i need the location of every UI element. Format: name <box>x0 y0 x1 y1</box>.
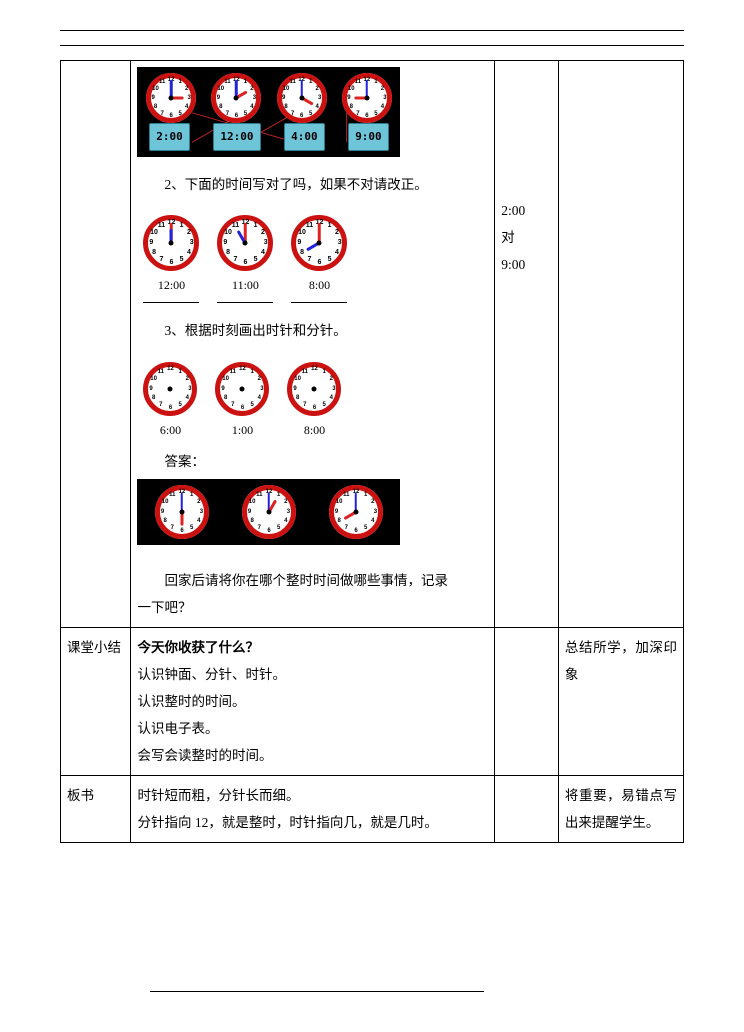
board-label: 板书 <box>61 775 131 842</box>
cell-r1c4 <box>558 61 683 628</box>
ex2-underline-row <box>137 297 488 303</box>
ex3-answer-clock-1: 121234567891011 <box>242 485 296 539</box>
board-c3 <box>495 775 559 842</box>
ex2-clock-0: 12123456789101112:00 <box>143 215 199 297</box>
lesson-table: 1212345678910111212345678910111212345678… <box>60 60 684 843</box>
ex1-clock-3: 121234567891011 <box>342 73 392 123</box>
underline <box>217 302 273 303</box>
summary-c3 <box>495 627 559 775</box>
header-rule-2 <box>60 45 684 46</box>
ex3-blank-label: 1:00 <box>232 418 253 442</box>
ex3-answer-label: 答案： <box>137 448 488 475</box>
homework-line2: 一下吧？ <box>137 594 488 621</box>
ex3-blank-label: 6:00 <box>160 418 181 442</box>
header-rule-1 <box>60 30 684 31</box>
homework-line1: 回家后请将你在哪个整时时间做哪些事情，记录 <box>137 567 488 594</box>
ex2-label: 12:00 <box>158 273 185 297</box>
note-2: 对 <box>501 224 552 251</box>
ex3-prompt: 3、根据时刻画出时针和分针。 <box>137 317 488 344</box>
row-summary: 课堂小结 今天你收获了什么？ 认识钟面、分针、时针。 认识整时的时间。 认识电子… <box>61 627 684 775</box>
ex1-clock-0: 121234567891011 <box>146 73 196 123</box>
row-board: 板书 时针短而粗，分针长而细。 分针指向 12，就是整时，时针指向几，就是几时。… <box>61 775 684 842</box>
note-3: 9:00 <box>501 251 552 278</box>
footer-rule <box>150 991 484 992</box>
summary-remark: 总结所学，加深印象 <box>558 627 683 775</box>
ex3-answer-strip: 121234567891011 121234567891011 1212345678… <box>137 479 400 545</box>
board-body: 时针短而粗，分针长而细。 分针指向 12，就是整时，时针指向几，就是几时。 <box>131 775 495 842</box>
cell-r1c1 <box>61 61 131 628</box>
ex2-clock-row: 12123456789101112:00 12123456789101111:00… <box>137 211 488 297</box>
ex2-prompt: 2、下面的时间写对了吗，如果不对请改正。 <box>137 171 488 198</box>
ex2-clock-1: 12123456789101111:00 <box>217 215 273 297</box>
ex2-label: 8:00 <box>309 273 330 297</box>
row-exercises: 1212345678910111212345678910111212345678… <box>61 61 684 628</box>
page: 1212345678910111212345678910111212345678… <box>0 0 744 1032</box>
ex1-clock-1: 121234567891011 <box>211 73 261 123</box>
ex2-clock-2: 1212345678910118:00 <box>291 215 347 297</box>
summary-line: 认识整时的时间。 <box>137 688 488 715</box>
ex3-blank-label: 8:00 <box>304 418 325 442</box>
ex3-answer-clock-2: 121234567891011 <box>329 485 383 539</box>
board-line: 时针短而粗，分针长而细。 <box>137 782 488 809</box>
cell-r1c3: 2:00 对 9:00 <box>495 61 559 628</box>
ex1-clock-2: 121234567891011 <box>277 73 327 123</box>
ex1-chip-0: 2:00 <box>149 123 190 151</box>
ex3-blank-2: 1212345678910118:00 <box>287 362 341 442</box>
ex3-blank-row: 1212345678910116:00 1212345678910111:00 12… <box>137 358 488 442</box>
ex1-chip-1: 12:00 <box>213 123 260 151</box>
ex1-chip-2: 4:00 <box>284 123 325 151</box>
board-remark: 将重要，易错点写出来提醒学生。 <box>558 775 683 842</box>
board-line: 分针指向 12，就是整时，时针指向几，就是几时。 <box>137 809 488 836</box>
summary-line: 认识电子表。 <box>137 715 488 742</box>
underline <box>291 302 347 303</box>
summary-label: 课堂小结 <box>61 627 131 775</box>
ex1-clock-strip: 121234567891011 121234567891011 1212345678… <box>137 67 400 157</box>
cell-r1c2: 1212345678910111212345678910111212345678… <box>131 61 495 628</box>
ex1-chip-3: 9:00 <box>348 123 389 151</box>
summary-line: 认识钟面、分针、时针。 <box>137 661 488 688</box>
summary-line: 会写会读整时的时间。 <box>137 742 488 769</box>
underline <box>143 302 199 303</box>
summary-title: 今天你收获了什么？ <box>137 634 488 661</box>
ex3-answer-clock-0: 121234567891011 <box>155 485 209 539</box>
summary-body: 今天你收获了什么？ 认识钟面、分针、时针。 认识整时的时间。 认识电子表。 会写… <box>131 627 495 775</box>
ex2-label: 11:00 <box>232 273 259 297</box>
ex3-blank-1: 1212345678910111:00 <box>215 362 269 442</box>
ex3-blank-0: 1212345678910116:00 <box>143 362 197 442</box>
note-1: 2:00 <box>501 197 552 224</box>
